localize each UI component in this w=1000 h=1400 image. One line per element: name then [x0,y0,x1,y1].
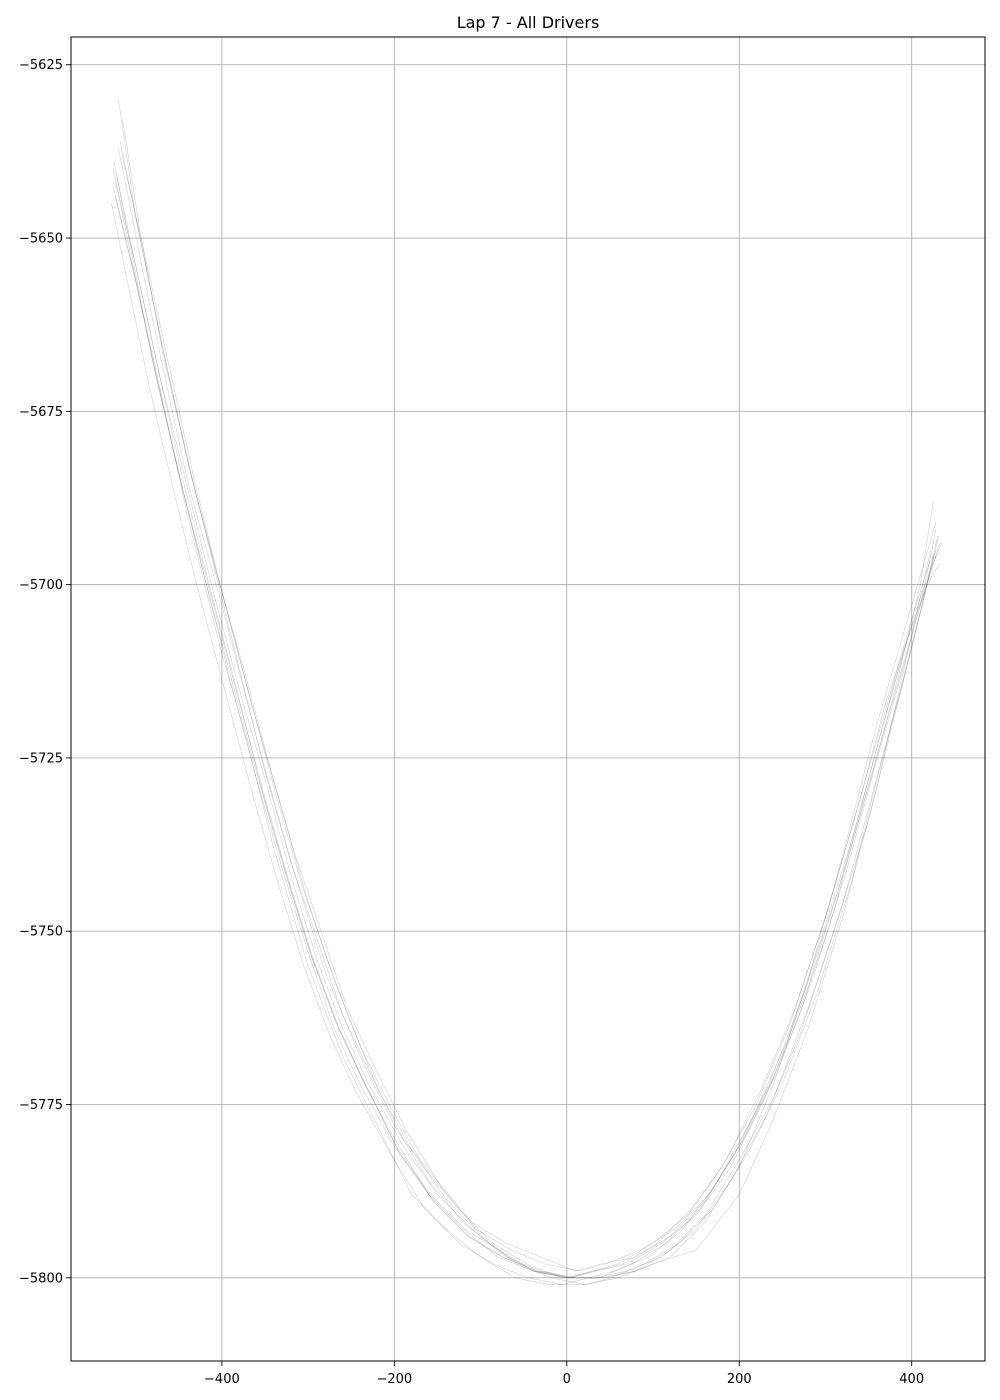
chart-title: Lap 7 - All Drivers [457,13,600,32]
y-tick-label: −5750 [19,925,63,940]
series-line-5 [116,175,942,1279]
x-tick-label: −400 [204,1372,240,1387]
y-tick-label: −5650 [19,232,63,247]
series-group [111,99,942,1285]
x-tick-label: 400 [899,1372,924,1387]
series-line-11 [121,154,934,1279]
series-line-10 [115,182,935,1279]
series-line-1 [113,161,938,1279]
axes: −400 −200 0 200 400 −5625 −5650 −5675 −5700 −5725… [19,58,924,1387]
plot-frame [70,36,986,1362]
x-tick-label: 0 [563,1372,571,1387]
series-line-2 [118,99,934,1272]
series-line-3 [111,203,940,1285]
series-line-8 [113,168,941,1279]
series-line-4 [122,120,937,1272]
y-tick-label: −5775 [19,1098,63,1113]
y-tick-label: −5675 [19,405,63,420]
y-tick-label: −5700 [19,578,63,593]
series-line-9 [118,147,937,1279]
x-tick-label: −200 [376,1372,412,1387]
y-tick-label: −5625 [19,58,63,73]
y-tick-label: −5800 [19,1271,63,1286]
grid [71,37,985,1361]
series-line-6 [113,189,931,1285]
x-tick-label: 200 [727,1372,752,1387]
y-tick-label: −5725 [19,751,63,766]
series-line-12 [114,196,939,1279]
series-line-7 [119,140,938,1285]
